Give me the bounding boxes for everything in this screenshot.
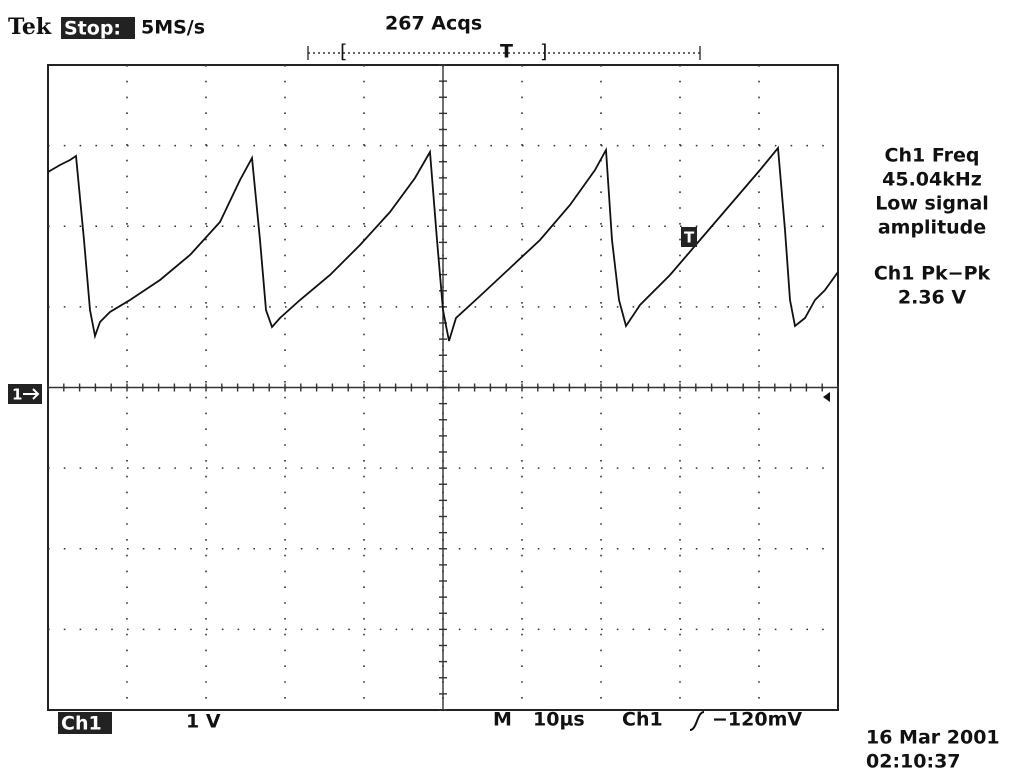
trigger-source: Ch1	[622, 709, 663, 731]
time: 02:10:37	[866, 751, 961, 773]
graticule	[48, 65, 838, 710]
mode: M	[493, 709, 512, 731]
trigger-slope	[690, 712, 704, 730]
trigger-position: T	[500, 41, 513, 63]
measurement-note: amplitude	[878, 217, 986, 239]
trigger-level-arrow	[823, 392, 830, 402]
measurement-value: 2.36 V	[898, 287, 966, 309]
bracket: ]	[540, 41, 547, 63]
state: Stop:	[64, 18, 121, 40]
channel: Ch1	[61, 713, 102, 735]
trigger-marker: T	[684, 229, 695, 247]
measurement-label: Ch1 Pk−Pk	[874, 263, 991, 285]
volts-per-div: 1 V	[186, 711, 221, 733]
scope-screen: Tek Stop: 5MS/s 267 Acqs [ ] T T 1 Ch1 F…	[0, 0, 1023, 773]
measurement-label: Ch1 Freq	[885, 145, 980, 167]
measurement-value: 45.04kHz	[882, 169, 982, 191]
channel-marker: 1	[12, 386, 22, 404]
measurement-note: Low signal	[875, 193, 989, 215]
date: 16 Mar 2001	[866, 727, 1000, 749]
brand: Tek	[8, 14, 52, 40]
acquisitions: 267 Acqs	[385, 13, 482, 35]
bracket: [	[340, 41, 347, 63]
sample-rate: 5MS/s	[141, 17, 205, 39]
page: Tek Stop: 5MS/s 267 Acqs [ ] T T 1 Ch1 F…	[0, 0, 1023, 773]
time-per-div: 10µs	[533, 709, 585, 731]
trigger-level: −120mV	[712, 709, 802, 731]
